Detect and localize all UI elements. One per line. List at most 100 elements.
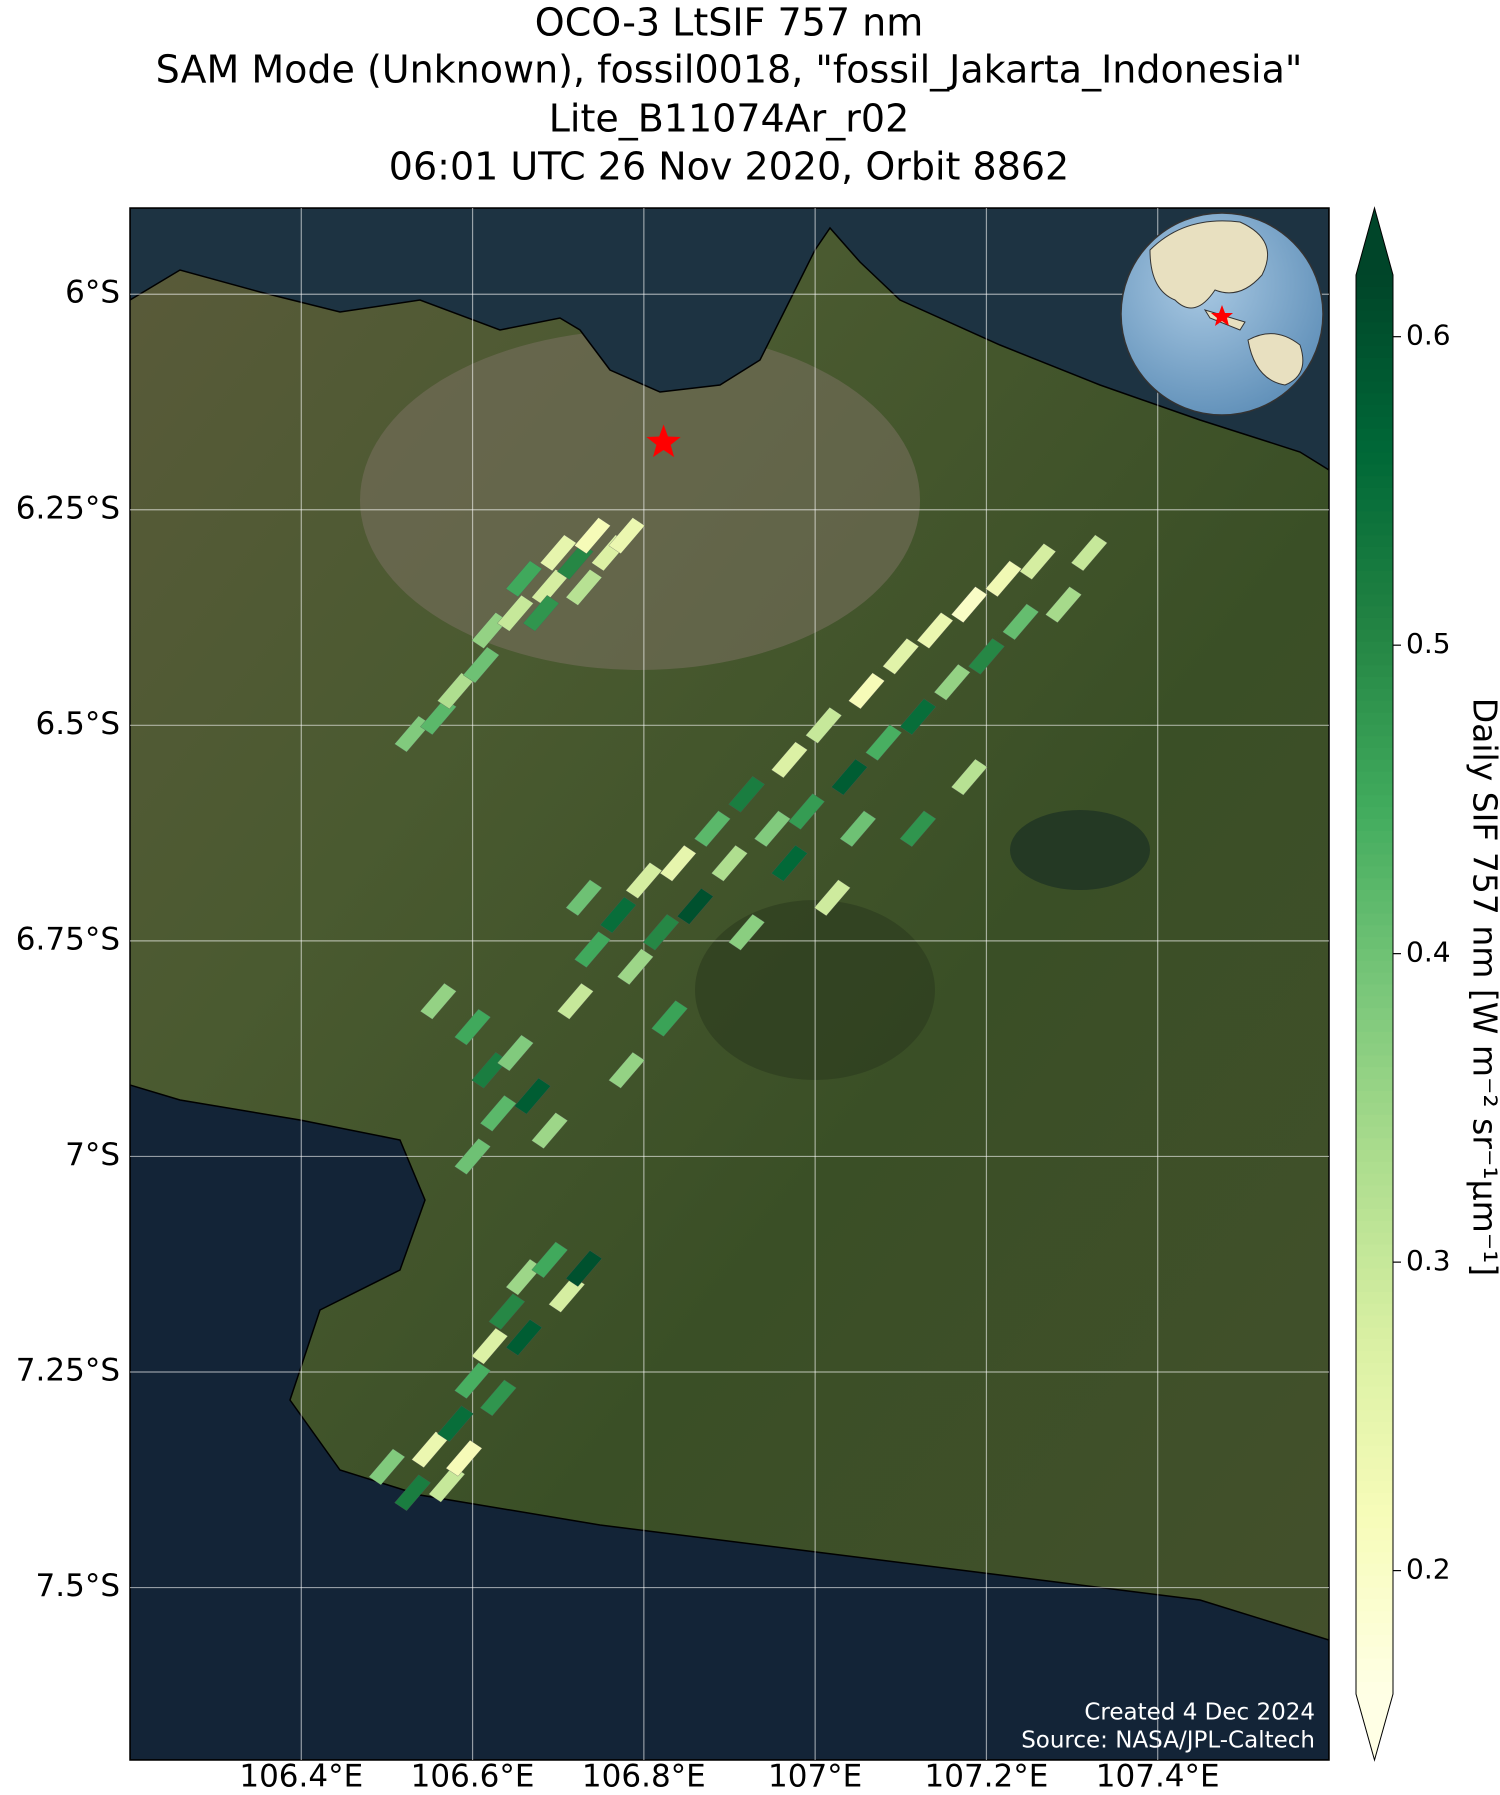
- colorbar-swatch: [1356, 1682, 1393, 1695]
- colorbar-swatch: [1356, 1552, 1393, 1565]
- y-tick-label: 6.25°S: [16, 490, 120, 526]
- colorbar-swatch: [1356, 393, 1393, 406]
- colorbar-swatch: [1356, 476, 1393, 489]
- colorbar-swatch: [1356, 452, 1393, 465]
- colorbar-swatch: [1356, 487, 1393, 501]
- colorbar-swatch: [1356, 901, 1393, 915]
- colorbar-swatch: [1356, 1114, 1393, 1127]
- colorbar-tick-label: 0.4: [1406, 936, 1451, 969]
- sif-cell: [505, 1319, 543, 1356]
- colorbar-swatch: [1356, 1422, 1393, 1435]
- sif-cell: [642, 914, 680, 951]
- colorbar-swatch: [1356, 1256, 1393, 1269]
- sif-cell: [617, 948, 654, 985]
- sif-cell: [428, 1465, 466, 1503]
- colorbar-swatch: [1356, 653, 1393, 666]
- colorbar-swatch: [1356, 1670, 1393, 1683]
- sif-cell: [711, 845, 748, 882]
- sif-cell: [480, 1379, 517, 1417]
- colorbar-swatch: [1356, 1315, 1393, 1329]
- colorbar-swatch: [1356, 830, 1393, 844]
- colorbar-swatch: [1356, 405, 1393, 418]
- colorbar-swatch: [1356, 381, 1393, 394]
- sif-cell: [480, 1095, 517, 1132]
- sif-cell: [557, 543, 594, 580]
- colorbar-swatch: [1356, 428, 1393, 442]
- colorbar-swatch: [1356, 949, 1393, 962]
- sif-cell: [565, 879, 603, 916]
- colorbar-swatch: [1356, 416, 1393, 430]
- sif-cell: [839, 810, 877, 847]
- colorbar-swatch: [1356, 842, 1393, 856]
- colorbar-swatch: [1356, 275, 1393, 288]
- sif-cell: [848, 672, 885, 710]
- colorbar-swatch: [1356, 1623, 1393, 1636]
- colorbar-swatch: [1356, 334, 1393, 347]
- sif-cell: [531, 1241, 568, 1279]
- colorbar-swatch: [1356, 1161, 1393, 1175]
- colorbar-swatch: [1356, 1090, 1393, 1104]
- java-sea: [130, 208, 1329, 471]
- sif-cell: [531, 1112, 568, 1149]
- sif-cell: [420, 983, 457, 1020]
- sif-cell: [899, 698, 937, 735]
- colorbar-swatch: [1356, 1185, 1393, 1198]
- colorbar-extend: [1356, 1694, 1393, 1760]
- credit: Created 4 Dec 2024: [1084, 1700, 1315, 1726]
- sif-cell: [805, 707, 842, 744]
- colorbar-swatch: [1356, 1362, 1393, 1376]
- sif-cell: [599, 896, 637, 934]
- sif-cell: [1019, 543, 1057, 580]
- sif-cell: [454, 1008, 491, 1046]
- colorbar-swatch: [1356, 1351, 1393, 1364]
- colorbar-swatch: [1356, 925, 1393, 938]
- target-star: [646, 424, 681, 458]
- sif-cell: [1045, 586, 1082, 623]
- colorbar-swatch: [1356, 464, 1393, 477]
- sif-cell: [625, 862, 663, 899]
- colorbar-label: Daily SIF 757 nm [W m⁻² sr⁻¹μm⁻¹]: [1466, 698, 1500, 1277]
- colorbar-swatch: [1356, 357, 1393, 371]
- colorbar-swatch: [1356, 866, 1393, 879]
- colorbar-swatch: [1356, 889, 1393, 903]
- colorbar-swatch: [1356, 724, 1393, 737]
- colorbar-swatch: [1356, 582, 1393, 595]
- sif-cell: [454, 1138, 491, 1175]
- sif-cell: [548, 1276, 586, 1313]
- colorbar-tick-label: 0.5: [1406, 627, 1451, 660]
- title-line: OCO-3 LtSIF 757 nm: [535, 1, 923, 45]
- colorbar-swatch: [1356, 1634, 1393, 1648]
- sif-cell: [557, 983, 594, 1020]
- sif-cell: [565, 569, 603, 606]
- colorbar-swatch: [1356, 1658, 1393, 1671]
- sif-cell: [728, 776, 765, 813]
- x-tick-label: 106.4°E: [239, 1759, 363, 1795]
- colorbar-swatch: [1356, 499, 1393, 513]
- colorbar-swatch: [1356, 748, 1393, 761]
- sif-cell: [497, 1034, 534, 1072]
- sif-cell: [933, 664, 971, 701]
- sif-cell: [677, 888, 714, 925]
- sif-cell: [368, 1448, 406, 1486]
- y-tick-label: 7°S: [65, 1137, 120, 1173]
- colorbar-swatch: [1356, 535, 1393, 548]
- y-tick-label: 6.75°S: [16, 921, 120, 957]
- colorbar-swatch: [1356, 570, 1393, 584]
- colorbar-swatch: [1356, 1516, 1393, 1530]
- colorbar-frame: [1355, 206, 1394, 1762]
- urban-area: [360, 330, 920, 670]
- sif-cell: [659, 845, 697, 882]
- colorbar-swatch: [1356, 1043, 1393, 1057]
- colorbar-swatch: [1356, 617, 1393, 631]
- colorbar-swatch: [1356, 1067, 1393, 1080]
- colorbar-swatch: [1356, 1150, 1393, 1163]
- colorbar-swatch: [1356, 972, 1393, 986]
- soundings: [368, 517, 1108, 1511]
- y-tick-label: 7.5°S: [36, 1568, 120, 1604]
- sif-cell: [497, 595, 534, 632]
- colorbar-swatch: [1356, 546, 1393, 560]
- colorbar-swatch: [1356, 1398, 1393, 1411]
- colorbar-swatch: [1356, 677, 1393, 690]
- colorbar-swatch: [1356, 1563, 1393, 1577]
